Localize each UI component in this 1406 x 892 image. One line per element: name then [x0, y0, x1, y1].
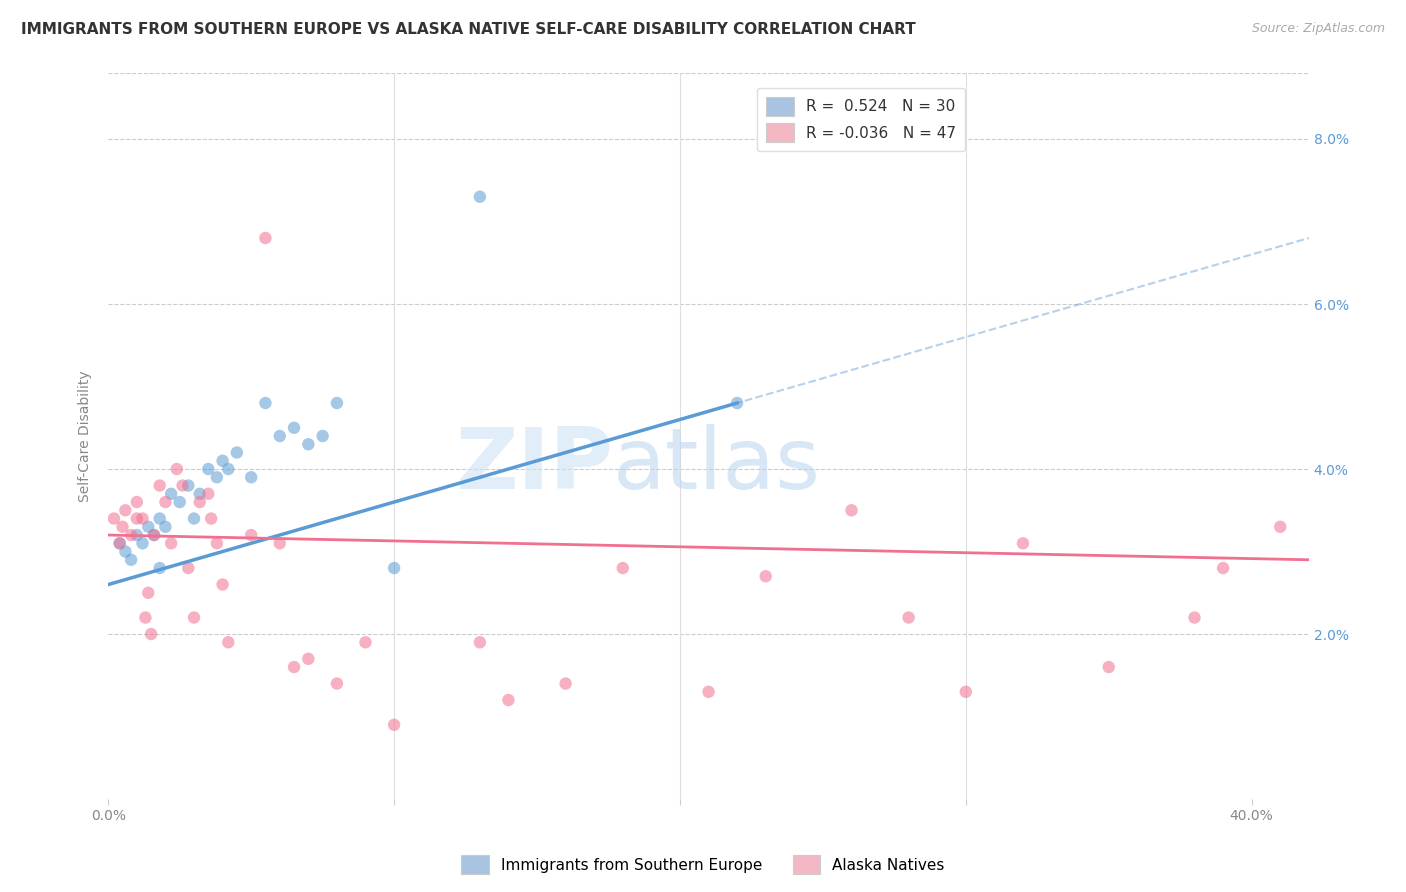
Legend: Immigrants from Southern Europe, Alaska Natives: Immigrants from Southern Europe, Alaska … — [456, 849, 950, 880]
Point — [897, 610, 920, 624]
Text: IMMIGRANTS FROM SOUTHERN EUROPE VS ALASKA NATIVE SELF-CARE DISABILITY CORRELATIO: IMMIGRANTS FROM SOUTHERN EUROPE VS ALASK… — [21, 22, 915, 37]
Point — [149, 511, 172, 525]
Point — [283, 660, 305, 674]
Point — [188, 487, 211, 501]
Point — [1012, 536, 1035, 550]
Point — [498, 693, 520, 707]
Point — [1212, 561, 1234, 575]
Point — [269, 536, 291, 550]
Legend: R =  0.524   N = 30, R = -0.036   N = 47: R = 0.524 N = 30, R = -0.036 N = 47 — [756, 88, 965, 151]
Point — [554, 676, 576, 690]
Point — [111, 520, 134, 534]
Point — [166, 462, 188, 476]
Point — [155, 495, 177, 509]
Point — [297, 437, 319, 451]
Point — [183, 610, 205, 624]
Point — [254, 396, 277, 410]
Point — [217, 462, 239, 476]
Point — [131, 536, 153, 550]
Point — [120, 553, 142, 567]
Point — [108, 536, 131, 550]
Point — [612, 561, 634, 575]
Y-axis label: Self-Care Disability: Self-Care Disability — [79, 370, 93, 502]
Text: atlas: atlas — [613, 424, 821, 507]
Point — [697, 685, 720, 699]
Point — [131, 511, 153, 525]
Point — [725, 396, 748, 410]
Point — [326, 396, 349, 410]
Point — [254, 231, 277, 245]
Point — [177, 561, 200, 575]
Point — [197, 487, 219, 501]
Point — [354, 635, 377, 649]
Point — [108, 536, 131, 550]
Point — [211, 577, 233, 591]
Text: ZIP: ZIP — [454, 424, 613, 507]
Point — [382, 561, 405, 575]
Point — [177, 478, 200, 492]
Point — [1270, 520, 1292, 534]
Point — [755, 569, 778, 583]
Point — [283, 421, 305, 435]
Point — [382, 718, 405, 732]
Point — [103, 511, 125, 525]
Point — [143, 528, 166, 542]
Point — [188, 495, 211, 509]
Point — [143, 528, 166, 542]
Point — [269, 429, 291, 443]
Point — [125, 528, 148, 542]
Point — [1098, 660, 1121, 674]
Point — [311, 429, 333, 443]
Point — [149, 478, 172, 492]
Point — [160, 487, 183, 501]
Point — [114, 544, 136, 558]
Point — [205, 536, 228, 550]
Point — [955, 685, 977, 699]
Point — [136, 520, 159, 534]
Point — [240, 528, 263, 542]
Point — [297, 652, 319, 666]
Point — [169, 495, 191, 509]
Point — [205, 470, 228, 484]
Point — [136, 586, 159, 600]
Point — [225, 445, 247, 459]
Point — [326, 676, 349, 690]
Point — [160, 536, 183, 550]
Point — [468, 635, 491, 649]
Point — [134, 610, 156, 624]
Point — [172, 478, 194, 492]
Point — [240, 470, 263, 484]
Point — [841, 503, 863, 517]
Point — [149, 561, 172, 575]
Point — [120, 528, 142, 542]
Point — [1184, 610, 1206, 624]
Point — [217, 635, 239, 649]
Point — [125, 511, 148, 525]
Text: Source: ZipAtlas.com: Source: ZipAtlas.com — [1251, 22, 1385, 36]
Point — [468, 190, 491, 204]
Point — [114, 503, 136, 517]
Point — [183, 511, 205, 525]
Point — [125, 495, 148, 509]
Point — [200, 511, 222, 525]
Point — [211, 454, 233, 468]
Point — [197, 462, 219, 476]
Point — [155, 520, 177, 534]
Point — [139, 627, 162, 641]
